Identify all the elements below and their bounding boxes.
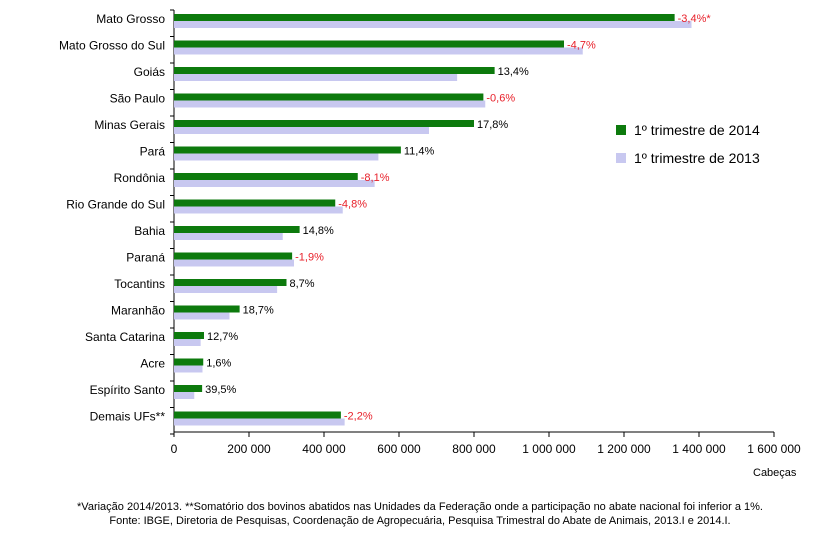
legend-swatch-2014 — [616, 125, 626, 135]
category-label: Demais UFs** — [90, 410, 166, 424]
bar-2013 — [174, 339, 201, 346]
data-label: -4,8% — [338, 199, 367, 211]
bar-2013 — [174, 312, 230, 320]
bar-2013 — [174, 21, 692, 28]
bar-2013 — [174, 47, 583, 55]
bar-2014 — [174, 14, 675, 21]
category-label: Mato Grosso do Sul — [59, 39, 165, 53]
x-tick-label: 1 200 000 — [597, 442, 651, 456]
data-label: 18,7% — [243, 305, 274, 317]
bar-2014 — [174, 40, 564, 48]
data-label: 14,8% — [303, 225, 334, 237]
bar-2013 — [174, 180, 375, 187]
x-tick-label: 800 000 — [452, 442, 496, 456]
legend-item-2014: 1º trimestre de 2014 — [616, 116, 760, 144]
category-label: Espírito Santo — [90, 383, 166, 397]
bar-2014 — [174, 173, 358, 180]
bar-2014 — [174, 279, 287, 286]
bar-2013 — [174, 259, 294, 267]
x-axis-label: Cabeças — [753, 467, 797, 479]
data-label: 1,6% — [206, 358, 231, 370]
data-label: -2,2% — [344, 411, 373, 423]
legend-label-2014: 1º trimestre de 2014 — [634, 122, 760, 138]
data-label: 13,4% — [498, 66, 529, 78]
data-label: 12,7% — [207, 331, 238, 343]
x-tick-label: 1 600 000 — [747, 442, 801, 456]
category-label: Santa Catarina — [85, 330, 165, 344]
x-tick-label: 1 400 000 — [672, 442, 726, 456]
category-label: Maranhão — [111, 304, 165, 318]
category-label: Rondônia — [114, 171, 166, 185]
data-label: 11,4% — [404, 146, 435, 158]
legend-swatch-2013 — [616, 153, 626, 163]
bar-2013 — [174, 206, 343, 214]
bar-2013 — [174, 286, 278, 293]
bar-2014 — [174, 305, 240, 313]
bar-2013 — [174, 392, 195, 399]
data-label: 17,8% — [477, 119, 508, 131]
data-label: -8,1% — [361, 172, 390, 184]
bar-2014 — [174, 226, 300, 233]
bar-2013 — [174, 153, 379, 161]
x-tick-label: 600 000 — [377, 442, 421, 456]
bar-2014 — [174, 385, 203, 392]
x-tick-label: 200 000 — [227, 442, 271, 456]
category-label: Mato Grosso — [96, 12, 165, 26]
category-label: Pará — [140, 145, 166, 159]
bar-2013 — [174, 418, 345, 426]
category-label: Bahia — [134, 224, 165, 238]
legend-item-2013: 1º trimestre de 2013 — [616, 144, 760, 172]
bar-2014 — [174, 120, 474, 127]
bar-2014 — [174, 146, 401, 154]
footnote-source: Fonte: IBGE, Diretoria de Pesquisas, Coo… — [109, 515, 731, 527]
category-label: Minas Gerais — [94, 118, 165, 132]
bar-2013 — [174, 127, 429, 134]
x-tick-label: 400 000 — [302, 442, 346, 456]
category-label: Acre — [140, 357, 165, 371]
category-label: Paraná — [126, 251, 165, 265]
x-tick-label: 0 — [171, 442, 178, 456]
bar-2013 — [174, 74, 458, 81]
data-label: 8,7% — [290, 278, 315, 290]
category-label: Rio Grande do Sul — [66, 198, 165, 212]
data-label: -4,7% — [567, 40, 596, 52]
x-tick-label: 1 000 000 — [522, 442, 576, 456]
bar-2013 — [174, 100, 486, 108]
data-label: -1,9% — [295, 252, 324, 264]
bar-2013 — [174, 233, 283, 240]
bar-2014 — [174, 358, 204, 366]
category-label: Goiás — [134, 65, 165, 79]
data-label: 39,5% — [205, 384, 236, 396]
bar-2014 — [174, 411, 341, 419]
bar-2014 — [174, 252, 293, 260]
bar-2014 — [174, 199, 336, 207]
legend: 1º trimestre de 2014 1º trimestre de 201… — [616, 116, 760, 172]
data-label: -3,4%* — [678, 13, 712, 25]
legend-label-2013: 1º trimestre de 2013 — [634, 150, 760, 166]
category-label: São Paulo — [110, 92, 166, 106]
bar-2014 — [174, 93, 484, 101]
bar-2013 — [174, 365, 203, 373]
category-label: Tocantins — [114, 277, 165, 291]
data-label: -0,6% — [486, 93, 515, 105]
bar-2014 — [174, 67, 495, 74]
footnote-variation: *Variação 2014/2013. **Somatório dos bov… — [77, 501, 763, 513]
bar-2014 — [174, 332, 204, 339]
